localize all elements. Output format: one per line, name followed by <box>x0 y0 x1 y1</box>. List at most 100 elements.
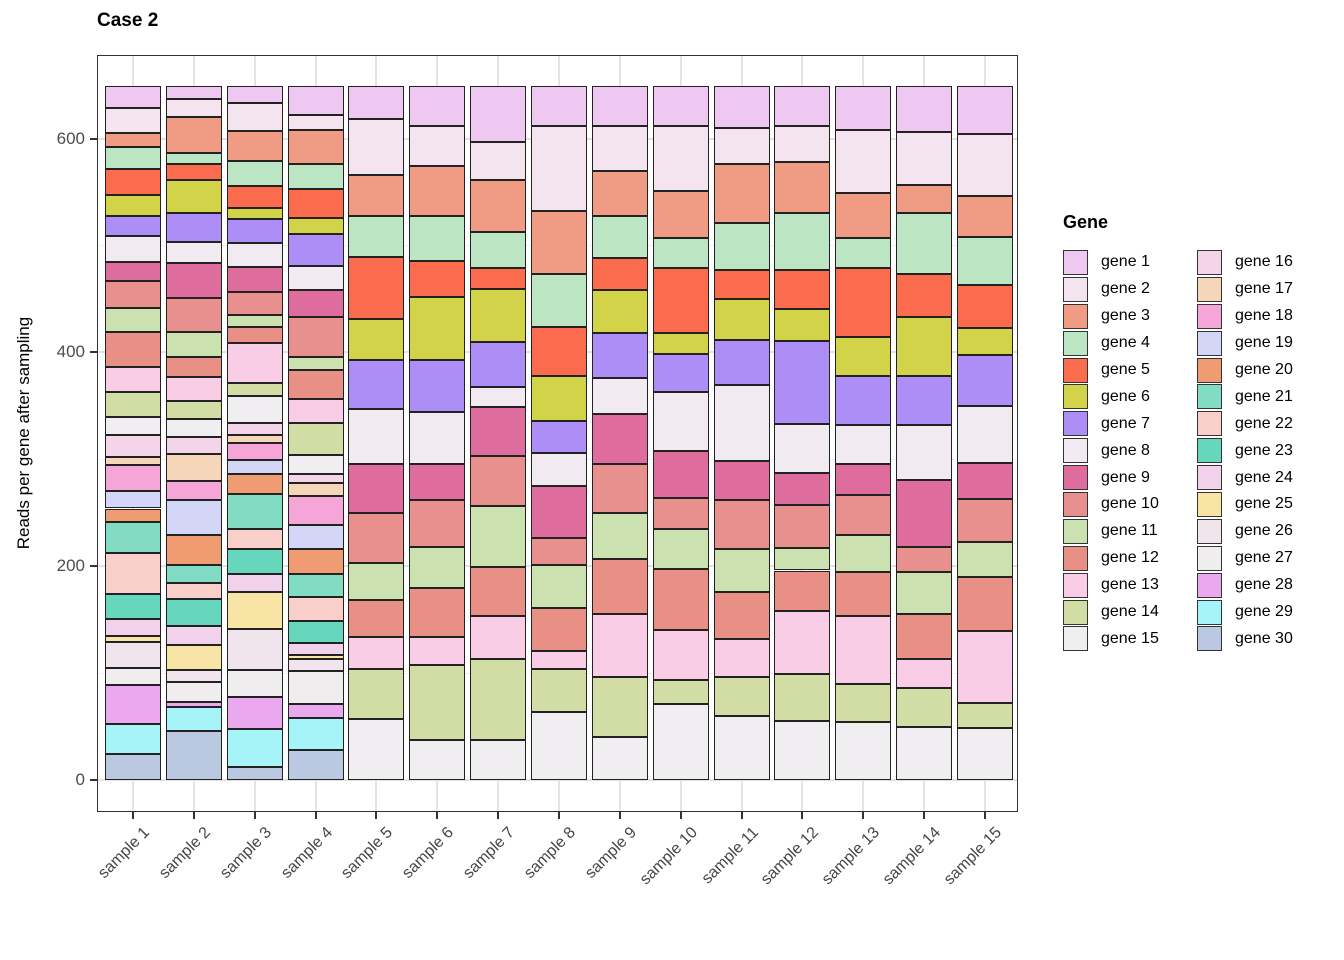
bar-segment <box>409 740 466 780</box>
legend-item: gene 28 <box>1197 572 1293 599</box>
bar-segment <box>287 290 344 318</box>
bar-segment <box>226 591 283 630</box>
bar-segment <box>530 86 587 126</box>
bar-segment <box>713 164 770 224</box>
bar-segment <box>835 463 892 495</box>
bar-segment <box>591 215 648 259</box>
legend-label: gene 26 <box>1235 522 1293 540</box>
x-axis-tick-label: sample 7 <box>460 824 519 882</box>
bar-segment <box>105 553 161 594</box>
bar-segment <box>652 125 709 192</box>
bar-segment <box>165 99 222 118</box>
bar-segment <box>287 659 344 671</box>
bar-segment <box>591 512 648 559</box>
legend-swatch <box>1063 545 1088 571</box>
bar-segment <box>774 162 831 214</box>
bar-segment <box>409 463 466 500</box>
legend-swatch <box>1063 411 1088 437</box>
bar-segment <box>287 455 344 475</box>
bar-segment <box>591 558 648 615</box>
bar-segment <box>896 546 953 572</box>
bar-segment <box>287 597 344 621</box>
bar-segment <box>105 307 161 333</box>
bar-segment <box>896 688 953 727</box>
bar-segment <box>470 268 527 290</box>
bar-segment <box>956 134 1013 197</box>
bar-segment <box>348 563 405 601</box>
legend-label: gene 23 <box>1235 441 1293 459</box>
bar-segment <box>226 443 283 461</box>
legend-item: gene 25 <box>1197 491 1293 518</box>
bar-segment <box>105 86 161 108</box>
bar-segment <box>165 242 222 263</box>
bar-segment <box>287 482 344 496</box>
bar-segment <box>105 367 161 392</box>
x-axis-tick <box>557 812 560 819</box>
bar-segment <box>774 473 831 506</box>
bar-segment <box>896 132 953 185</box>
bar-segment <box>226 161 283 186</box>
legend-swatch <box>1197 599 1222 625</box>
bar-segment <box>165 681 222 702</box>
legend-label: gene 29 <box>1235 603 1293 621</box>
bar-segment <box>226 342 283 384</box>
legend-item: gene 3 <box>1063 303 1159 330</box>
bar-segment <box>165 332 222 357</box>
y-axis-tick-label: 600 <box>56 128 85 148</box>
bar-segment <box>226 474 283 494</box>
bar-segment <box>165 453 222 481</box>
bar-segment <box>713 677 770 716</box>
bar-segment <box>348 463 405 513</box>
legend-label: gene 18 <box>1235 307 1293 325</box>
legend-swatch <box>1063 572 1088 598</box>
x-axis-tick-label: sample 14 <box>879 824 945 889</box>
bar-segment <box>226 728 283 768</box>
legend-item: gene 4 <box>1063 330 1159 357</box>
bar-segment <box>409 86 466 126</box>
legend-label: gene 24 <box>1235 468 1293 486</box>
bar-segment <box>896 86 953 133</box>
bar-segment <box>226 185 283 209</box>
bar-segment <box>956 631 1013 704</box>
legend-swatch <box>1197 303 1222 329</box>
legend-label: gene 5 <box>1101 361 1150 378</box>
bar-segment <box>105 434 161 458</box>
y-axis-tick-label: 400 <box>56 342 85 362</box>
bar-segment <box>409 587 466 637</box>
bar-segment <box>105 464 161 492</box>
x-axis-tick <box>497 812 500 819</box>
bar-segment <box>226 767 283 780</box>
bar-segment <box>287 217 344 234</box>
bar-segment <box>287 164 344 189</box>
bar-segment <box>470 231 527 268</box>
x-axis-tick <box>314 812 317 819</box>
legend-label: gene 13 <box>1101 576 1159 594</box>
legend-item: gene 9 <box>1063 464 1159 491</box>
bar-segment <box>530 538 587 566</box>
bar-segment <box>774 270 831 309</box>
bar-segment <box>226 460 283 475</box>
bar-segment <box>226 434 283 444</box>
bar-segment <box>713 549 770 592</box>
bar-segment <box>287 620 344 644</box>
legend-label: gene 19 <box>1235 334 1293 352</box>
bar-segment <box>348 668 405 720</box>
bar-segment <box>348 636 405 669</box>
bar-segment <box>348 257 405 320</box>
bar-segment <box>105 667 161 685</box>
x-axis-tick <box>740 812 743 819</box>
bar-segment <box>287 549 344 574</box>
bar-segment <box>409 166 466 216</box>
bar-segment <box>591 333 648 379</box>
x-axis-tick <box>862 812 865 819</box>
bar-segment <box>105 594 161 619</box>
bar-segment <box>409 664 466 741</box>
legend-item: gene 27 <box>1197 545 1293 572</box>
x-axis-tick-label: sample 2 <box>155 824 214 882</box>
legend-item: gene 29 <box>1197 599 1293 626</box>
bar-segment <box>165 164 222 181</box>
legend-swatch <box>1063 518 1088 544</box>
legend-label: gene 14 <box>1101 603 1159 621</box>
legend-item: gene 14 <box>1063 599 1159 626</box>
